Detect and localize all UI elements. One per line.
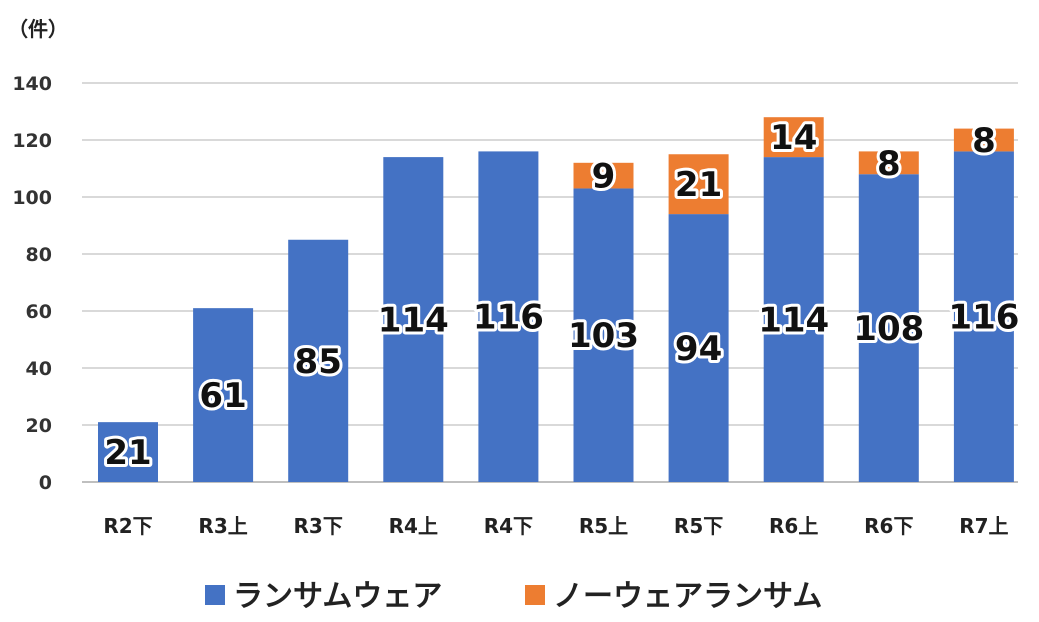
bar-ransomware-R3上 [193, 308, 254, 482]
y-axis-ticks: 0 20 40 60 80 100 120 140 [12, 73, 52, 494]
data-labels: 21 61 85 114 116 103 9 94 21 114 14 108 8 116 8 [101, 115, 1022, 476]
data-label: 8 [972, 121, 996, 161]
x-tick-label: R6上 [769, 514, 818, 538]
y-tick-label: 140 [12, 73, 52, 95]
bar-ransomware-R4下 [478, 151, 539, 482]
data-label: 9 [592, 157, 616, 197]
bar-noware-R5上 [573, 162, 634, 189]
y-tick-label: 0 [39, 472, 52, 494]
data-label: 14 [770, 118, 817, 158]
x-tick-label: R2下 [103, 514, 152, 538]
legend-swatch [525, 585, 545, 605]
x-tick-label: R3下 [294, 514, 343, 538]
data-label: 21 [104, 433, 151, 473]
y-tick-label: 20 [26, 415, 52, 437]
data-label: 116 [948, 298, 1019, 338]
bar-noware-R5下 [668, 154, 729, 215]
data-label: 114 [378, 301, 449, 341]
y-tick-label: 80 [26, 244, 52, 266]
bar-noware-R6上 [763, 117, 824, 158]
data-label: 108 [853, 309, 924, 349]
bar-ransomware-R5下 [668, 214, 729, 482]
legend: ランサムウェア ノーウェアランサム [205, 579, 822, 614]
data-label: 94 [675, 329, 722, 369]
bar-ransomware-R2下 [98, 422, 158, 482]
x-tick-label: R6下 [864, 514, 913, 538]
bar-noware-R7上 [953, 128, 1014, 152]
y-tick-label: 100 [12, 187, 52, 209]
data-label: 8 [877, 144, 901, 184]
y-tick-label: 60 [26, 301, 52, 323]
x-tick-label: R5下 [674, 514, 723, 538]
x-tick-label: R3上 [198, 514, 247, 538]
bar-noware-R6下 [858, 151, 919, 175]
y-tick-label: 120 [12, 130, 52, 152]
bar-ransomware-R6下 [858, 174, 919, 482]
x-tick-label: R5上 [579, 514, 628, 538]
data-label: 114 [758, 301, 829, 341]
x-axis-labels: R2下 R3上 R3下 R4上 R4下 R5上 R5下 R6上 R6下 R7上 [103, 514, 1008, 538]
data-label: 21 [675, 165, 722, 205]
bar-ransomware-R7上 [953, 151, 1014, 482]
data-label: 103 [568, 316, 639, 356]
y-tick-label: 40 [26, 358, 52, 380]
bar-ransomware-R4上 [383, 157, 444, 482]
bar-ransomware-R5上 [573, 188, 634, 482]
legend-label: ノーウェアランサム [553, 579, 822, 614]
bars [98, 117, 1014, 482]
data-label: 61 [199, 376, 246, 416]
x-tick-label: R4上 [389, 514, 438, 538]
x-tick-label: R7上 [959, 514, 1008, 538]
y-unit-label: （件） [8, 17, 68, 41]
legend-label: ランサムウェア [233, 579, 442, 614]
bar-ransomware-R3下 [288, 239, 349, 482]
data-label: 85 [295, 342, 342, 382]
legend-swatch [205, 585, 225, 605]
data-label: 116 [473, 298, 544, 338]
x-tick-label: R4下 [484, 514, 533, 538]
bar-ransomware-R6上 [763, 157, 824, 482]
